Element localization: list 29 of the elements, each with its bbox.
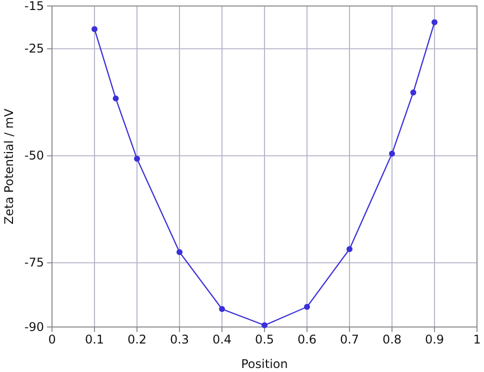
point xyxy=(346,246,352,252)
point xyxy=(262,322,268,328)
x-tick-label: 0.3 xyxy=(170,332,190,347)
y-tick-label: -90 xyxy=(24,320,44,334)
x-tick-label: 1 xyxy=(473,332,481,347)
x-tick-label: 0.8 xyxy=(382,332,402,347)
point xyxy=(176,249,182,256)
point xyxy=(389,150,395,157)
point xyxy=(410,89,416,96)
point xyxy=(219,306,225,312)
x-tick-label: 0.9 xyxy=(424,332,444,347)
y-tick-label: -50 xyxy=(24,148,44,163)
x-tick-label: 0.2 xyxy=(127,332,147,347)
x-tick-label: 0 xyxy=(48,332,56,347)
x-tick-label: 0.1 xyxy=(84,332,104,347)
y-tick-label: -15 xyxy=(24,0,44,13)
x-tick-label: 0.4 xyxy=(212,332,232,347)
point xyxy=(432,19,438,26)
x-axis-title: Position xyxy=(241,357,288,371)
point xyxy=(92,26,98,32)
point xyxy=(134,156,140,162)
y-tick-label: -25 xyxy=(24,42,44,56)
point xyxy=(112,95,119,102)
y-tick-label: -75 xyxy=(24,256,44,270)
x-tick-label: 0.6 xyxy=(297,332,317,347)
y-axis-title: Zeta Potential / mV xyxy=(2,108,16,224)
x-tick-label: 0.5 xyxy=(254,332,274,347)
x-tick-label: 0.7 xyxy=(340,332,360,347)
point xyxy=(304,304,310,310)
